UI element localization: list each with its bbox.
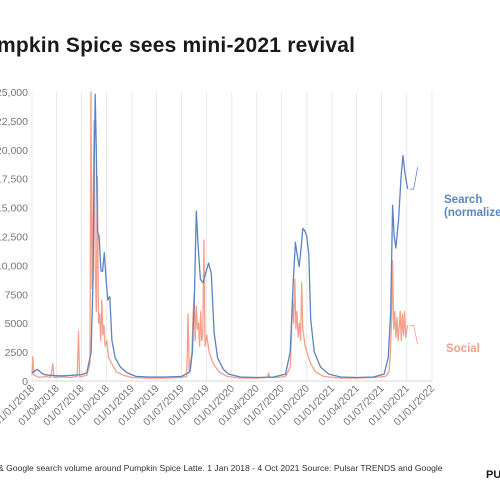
social-label-leader: [409, 325, 419, 345]
y-tick-label: 17,500: [0, 174, 28, 186]
chart-title: mpkin Spice sees mini-2021 revival: [0, 34, 356, 57]
chart-footnote: & Google search volume around Pumpkin Sp…: [0, 463, 443, 473]
search-label-leader: [409, 167, 419, 190]
social-series-label: Social: [446, 343, 480, 355]
y-tick-label: 25,000: [0, 87, 28, 99]
y-tick-label: 7500: [5, 289, 29, 301]
y-tick-label: 5000: [5, 318, 29, 330]
search-series-line: [31, 93, 409, 379]
y-tick-label: 0: [22, 376, 28, 388]
social-series-line: [31, 91, 409, 379]
y-tick-label: 15,000: [0, 203, 28, 215]
search-series-label-line2: (normalized): [444, 207, 500, 219]
search-series-label: Search: [444, 194, 482, 206]
y-tick-label: 10,000: [0, 260, 28, 272]
y-tick-label: 12,500: [0, 232, 28, 244]
y-tick-label: 22,500: [0, 116, 28, 128]
y-tick-label: 20,000: [0, 145, 28, 157]
brand-logo: PU: [486, 469, 500, 481]
y-tick-label: 2500: [5, 347, 29, 359]
